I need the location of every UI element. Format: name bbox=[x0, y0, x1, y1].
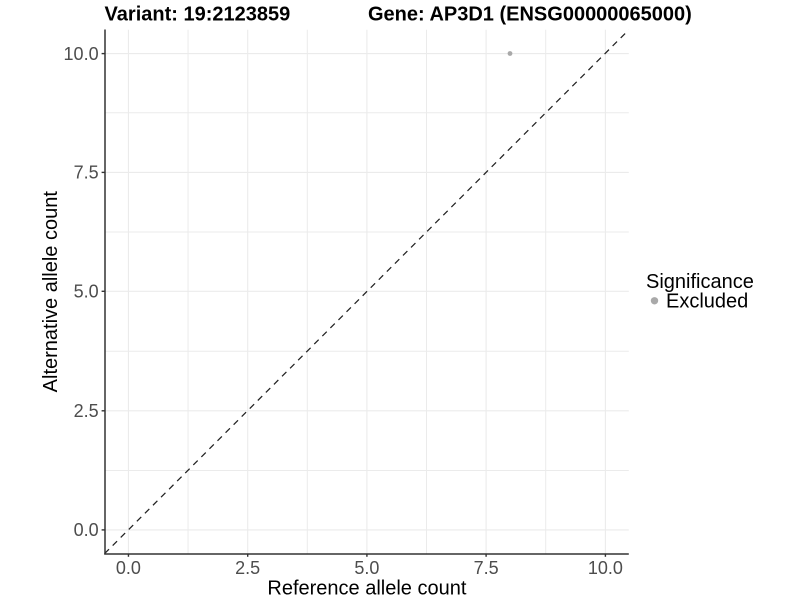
svg-text:5.0: 5.0 bbox=[354, 558, 379, 578]
svg-text:Alternative allele count: Alternative allele count bbox=[40, 191, 62, 393]
svg-text:7.5: 7.5 bbox=[74, 163, 99, 183]
svg-text:Reference allele count: Reference allele count bbox=[267, 578, 466, 600]
svg-text:2.5: 2.5 bbox=[74, 401, 99, 421]
svg-text:10.0: 10.0 bbox=[64, 44, 99, 64]
svg-text:0.0: 0.0 bbox=[116, 558, 141, 578]
svg-text:Gene: AP3D1 (ENSG00000065000): Gene: AP3D1 (ENSG00000065000) bbox=[368, 4, 692, 26]
svg-text:5.0: 5.0 bbox=[74, 282, 99, 302]
svg-text:2.5: 2.5 bbox=[235, 558, 260, 578]
svg-text:10.0: 10.0 bbox=[588, 558, 623, 578]
svg-text:0.0: 0.0 bbox=[74, 520, 99, 540]
svg-text:Excluded: Excluded bbox=[666, 291, 748, 313]
svg-text:Significance: Significance bbox=[646, 271, 754, 293]
svg-text:Variant: 19:2123859: Variant: 19:2123859 bbox=[105, 4, 291, 26]
svg-text:7.5: 7.5 bbox=[474, 558, 499, 578]
